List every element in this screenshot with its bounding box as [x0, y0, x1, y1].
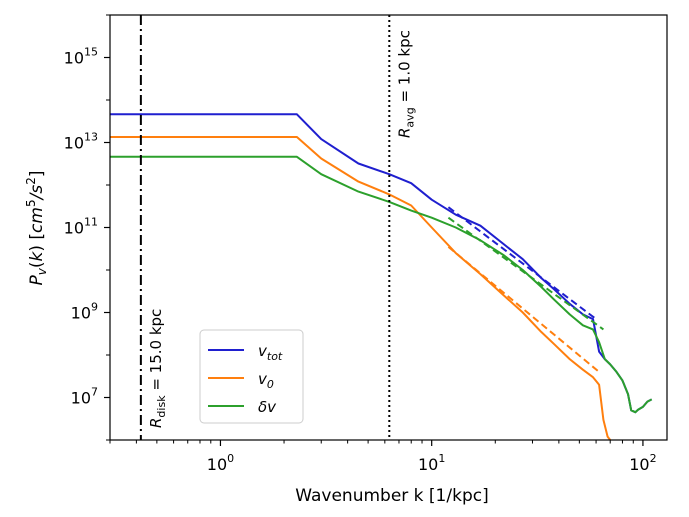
- y-tick-label: 1013: [64, 131, 98, 153]
- series-line-delta_v: [110, 155, 653, 414]
- y-axis-label: Pv(k) [cm5/s2]: [24, 171, 49, 286]
- y-tick-label: 1015: [64, 46, 98, 68]
- legend-label-v_tot: vtot: [258, 342, 283, 363]
- x-tick-label: 102: [629, 452, 656, 474]
- y-tick-label: 107: [71, 386, 98, 408]
- legend-label-v_0: v0: [258, 370, 274, 391]
- series-line-v_tot: [110, 113, 653, 414]
- x-tick-label: 100: [207, 452, 234, 474]
- series-line-v_0: [110, 136, 611, 440]
- y-tick-label: 109: [71, 301, 98, 323]
- vline-label-R_disk: Rdisk = 15.0 kpc: [147, 309, 168, 428]
- y-tick-label: 1011: [64, 216, 98, 238]
- vline-label-R_avg: Ravg = 1.0 kpc: [395, 30, 416, 138]
- legend-box: [199, 329, 304, 424]
- x-axis-label: Wavenumber k [1/kpc]: [295, 486, 488, 506]
- vertical-lines: Rdisk = 15.0 kpc Ravg = 1.0 kpc: [139, 15, 416, 440]
- series-layer: [110, 113, 653, 440]
- fit-line-delta_v: [447, 216, 604, 331]
- legend: vtot v0 δv: [199, 329, 304, 424]
- fit-line-v_tot: [447, 206, 597, 320]
- axis-ticks: 100 101 102 107 109 1011 1013 1015: [64, 14, 657, 474]
- x-tick-label: 101: [418, 452, 445, 474]
- legend-label-delta_v: δv: [258, 398, 277, 416]
